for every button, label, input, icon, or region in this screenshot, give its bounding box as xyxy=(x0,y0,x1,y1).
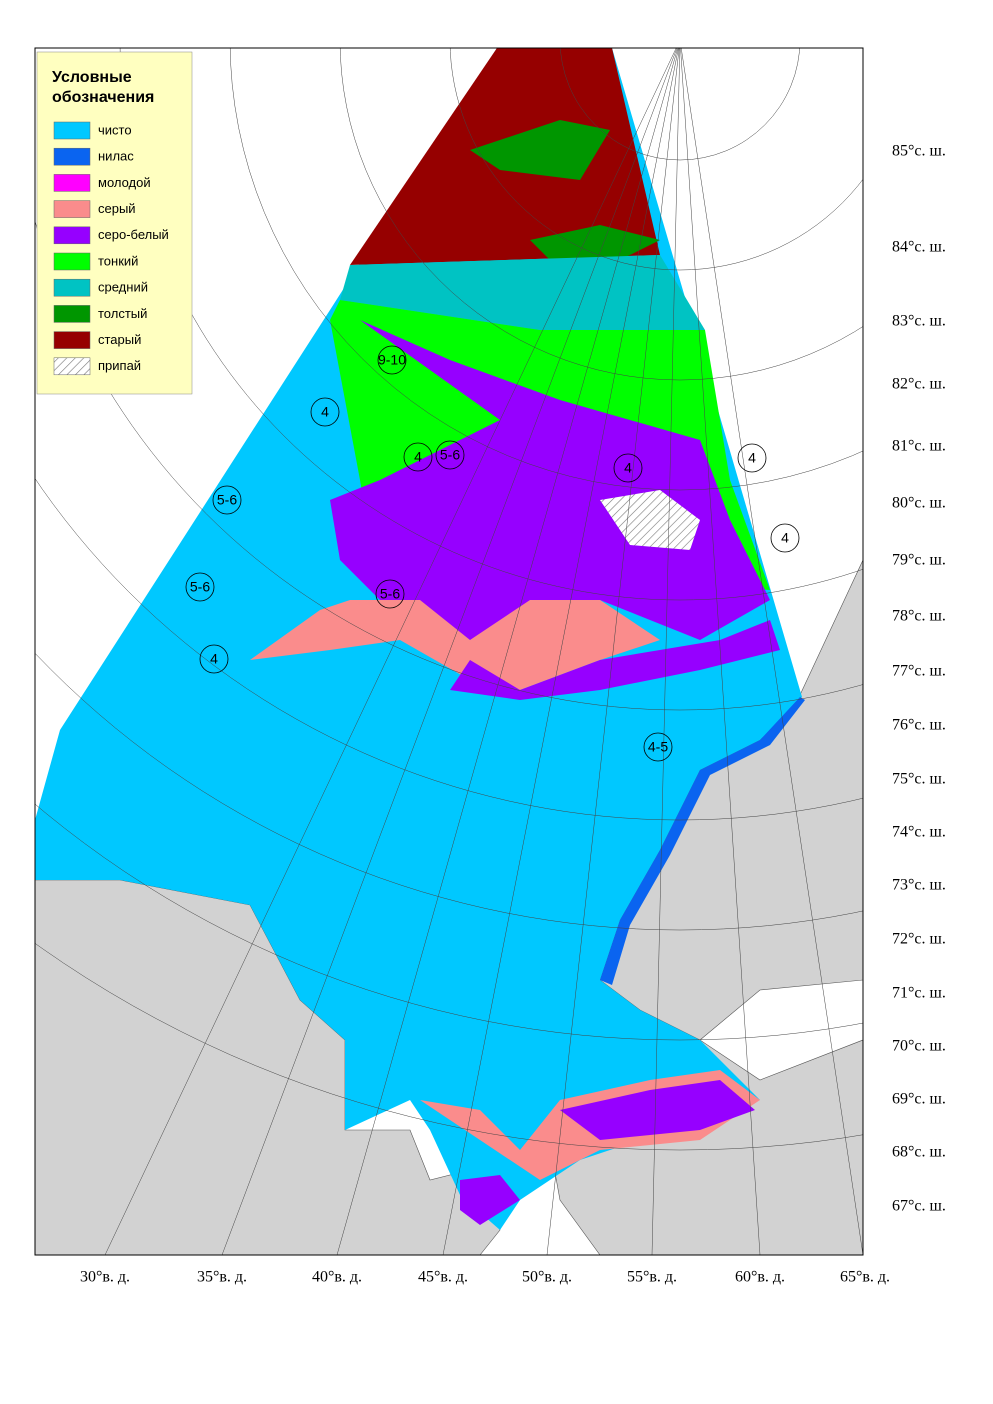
zone-circle xyxy=(737,443,767,473)
zone-label: 4 xyxy=(210,651,218,667)
fast-ice xyxy=(600,490,700,550)
latitude-label: 80°с. ш. xyxy=(892,495,946,512)
map-frame xyxy=(34,47,864,1256)
latitude-label: 81°с. ш. xyxy=(892,438,946,455)
zone-label: 4 xyxy=(321,404,329,420)
zone-circle xyxy=(185,572,215,602)
latitude-label: 76°с. ш. xyxy=(892,717,946,734)
latitude-label: 78°с. ш. xyxy=(892,608,946,625)
grey-white-ice xyxy=(330,320,770,670)
latitude-label: 68°с. ш. xyxy=(892,1144,946,1161)
graticule xyxy=(35,48,863,1255)
latitude-label: 71°с. ш. xyxy=(892,985,946,1002)
longitude-label: 60°в. д. xyxy=(735,1269,785,1286)
legend-label: чисто xyxy=(98,122,132,137)
zone-label: 5-6 xyxy=(217,492,237,508)
legend-swatch xyxy=(53,174,91,192)
latitude-label: 74°с. ш. xyxy=(892,824,946,841)
longitude-label: 45°в. д. xyxy=(418,1269,468,1286)
legend-label: толстый xyxy=(98,306,147,321)
zone-circle xyxy=(403,442,433,472)
zone-circle xyxy=(310,397,340,427)
zone-label: 4-5 xyxy=(648,739,668,755)
legend-swatch xyxy=(53,278,91,297)
legend-label: серо-белый xyxy=(98,227,169,242)
legend-label: серый xyxy=(98,201,136,216)
zone-circle xyxy=(770,523,800,553)
latitude-label: 82°с. ш. xyxy=(892,376,946,393)
latitude-label: 84°с. ш. xyxy=(892,239,946,256)
latitude-label: 67°с. ш. xyxy=(892,1198,946,1215)
legend-title: Условные обозначения xyxy=(52,69,154,106)
legend-swatch xyxy=(53,331,91,349)
zone-label: 9-10 xyxy=(378,352,406,368)
legend-swatch xyxy=(53,226,91,245)
latitude-label: 77°с. ш. xyxy=(892,663,946,680)
zone-circle xyxy=(613,453,643,483)
longitude-label: 40°в. д. xyxy=(312,1269,362,1286)
medium-ice xyxy=(340,255,705,330)
zone-circle xyxy=(377,345,407,375)
legend-label: средний xyxy=(98,280,148,295)
map-area xyxy=(35,48,863,1255)
legend-label: тонкий xyxy=(98,253,138,268)
legend-swatch xyxy=(53,147,91,166)
legend-label: припай xyxy=(98,358,141,373)
legend-swatch xyxy=(53,357,91,376)
zone-circle xyxy=(212,485,242,515)
longitude-label: 35°в. д. xyxy=(197,1269,247,1286)
latitude-label: 69°с. ш. xyxy=(892,1091,946,1108)
zone-label: 4 xyxy=(781,530,789,546)
legend-swatch xyxy=(53,121,91,140)
zone-label: 5-6 xyxy=(190,579,210,595)
zone-circle xyxy=(643,732,673,762)
zone-circle xyxy=(375,579,405,609)
zone-circle xyxy=(435,440,465,470)
zone-label: 5-6 xyxy=(380,586,400,602)
legend-label: старый xyxy=(98,332,141,347)
legend-swatch xyxy=(53,252,91,271)
latitude-label: 79°с. ш. xyxy=(892,552,946,569)
longitude-label: 50°в. д. xyxy=(522,1269,572,1286)
latitude-label: 83°с. ш. xyxy=(892,313,946,330)
zone-label: 4 xyxy=(414,449,422,465)
zone-label: 5-6 xyxy=(440,447,460,463)
thick-ice xyxy=(470,120,660,260)
latitude-label: 75°с. ш. xyxy=(892,771,946,788)
legend-swatch xyxy=(53,200,91,218)
zone-label: 4 xyxy=(624,460,632,476)
latitude-label: 72°с. ш. xyxy=(892,931,946,948)
nilas-edge xyxy=(600,697,805,985)
latitude-label: 85°с. ш. xyxy=(892,143,946,160)
zone-circle xyxy=(199,644,229,674)
legend-label: нилас xyxy=(98,149,134,164)
latitude-label: 73°с. ш. xyxy=(892,877,946,894)
longitude-label: 55°в. д. xyxy=(627,1269,677,1286)
longitude-label: 65°в. д. xyxy=(840,1269,890,1286)
legend-swatch xyxy=(53,305,91,323)
latitude-label: 70°с. ш. xyxy=(892,1038,946,1055)
zone-label: 4 xyxy=(748,450,756,466)
legend-label: молодой xyxy=(98,175,151,190)
longitude-label: 30°в. д. xyxy=(80,1269,130,1286)
